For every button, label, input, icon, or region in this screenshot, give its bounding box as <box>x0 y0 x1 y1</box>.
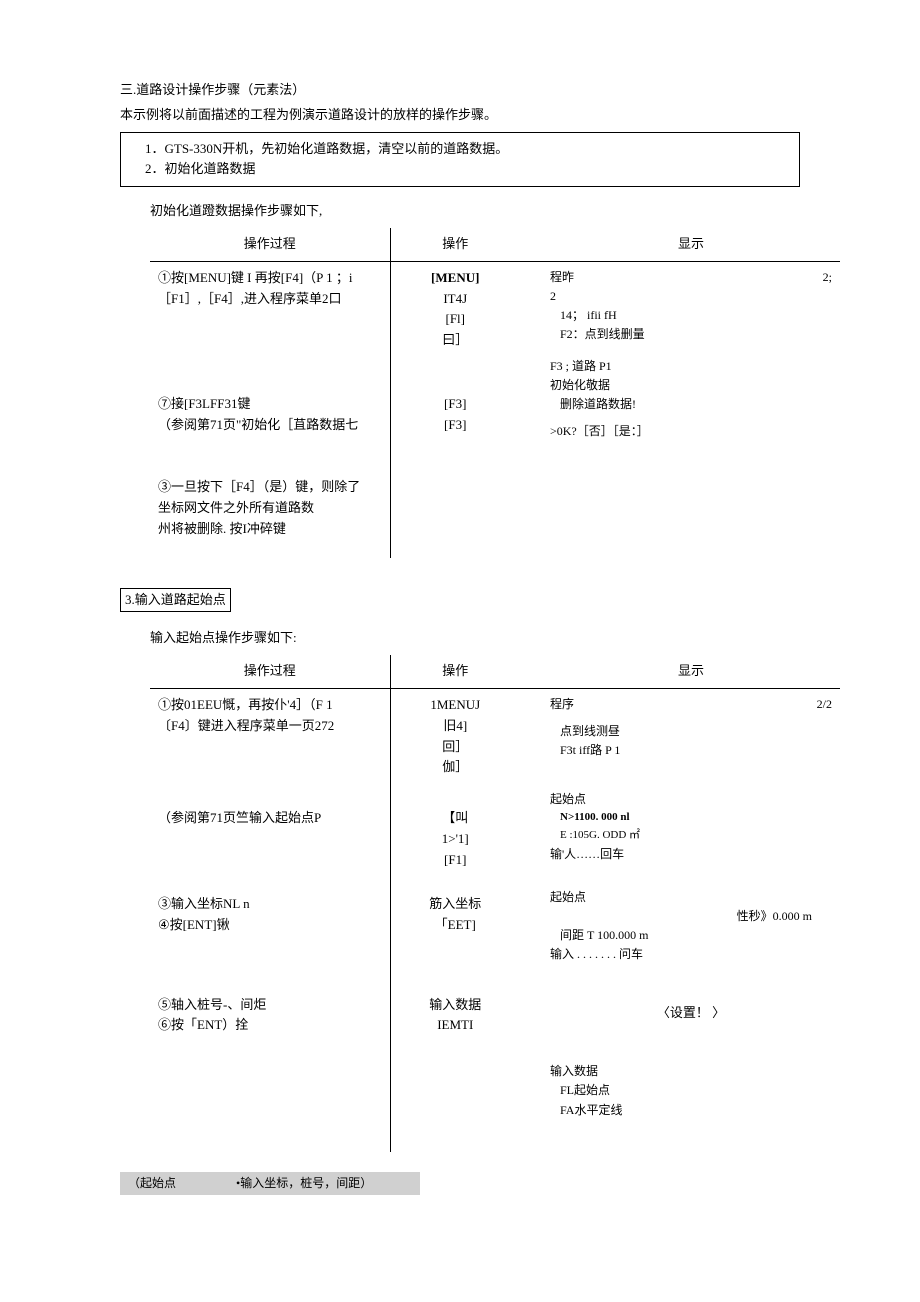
t2-r1-proc: ①按01EEU慨，再按仆'4］（F 1 〔F4〕键进入程序菜单一页272 <box>150 689 390 785</box>
section-3-box: 3.输入道路起始点 <box>120 588 231 613</box>
t1-r3-op <box>390 459 520 557</box>
t2-d5b: FL起始点 <box>560 1081 832 1100</box>
t2-r1-disp: 程序 2/2 点到线测昼 F3t iff路 P 1 <box>520 689 840 785</box>
t2-d1c: F3t iff路 P 1 <box>560 741 832 760</box>
t2-d3b: 性秒》0.000 m <box>560 907 832 926</box>
t2-d3a: 起始点 <box>550 888 832 907</box>
t2-r2-disp: 起始点 N>1100. 000 nl E :105G. ODD ㎡ 输'人……回… <box>520 784 840 882</box>
t2-d2b: N>1100. 000 nl <box>560 809 832 827</box>
t1-r2-op: [F3] [F3] <box>390 388 520 459</box>
t2-r3-op: 筋入坐标 「EET] <box>390 882 520 983</box>
t2-r2-op2: [F1] <box>399 850 513 871</box>
t2-d3c: 间距 T 100.000 m <box>560 926 832 945</box>
t2-d4a: 〈设置！ 〉 <box>550 1003 832 1024</box>
t1-d2a: F3 ; 道路 P1 <box>550 357 832 376</box>
t1-r1-disp: 程昨 2; 2 14； ifii fH F2：点到线删量 F3 ; 道路 P1 … <box>520 261 840 459</box>
t2-r1-op1: 旧4] <box>399 716 513 737</box>
t1-d1c: 14； ifii fH <box>560 306 832 325</box>
t2-d1a2: 2/2 <box>817 695 832 714</box>
section-heading: 三.道路设计操作步骤（元素法） <box>120 80 800 101</box>
t1-head-proc: 操作过程 <box>150 228 390 261</box>
t2-r3-op1: 「EET] <box>399 915 513 936</box>
t2-d5a: 输入数据 <box>550 1062 832 1081</box>
t2-r4-op: 输入数据 IEMTI <box>390 983 520 1043</box>
t1-d1a2: 2; <box>823 268 832 287</box>
t1-d2d: >0K?［否］［是：］ <box>550 422 832 441</box>
t1-r1-op0: [MENU] <box>399 268 513 289</box>
table-2: 操作过程 操作 显示 ①按01EEU慨，再按仆'4］（F 1 〔F4〕键进入程序… <box>150 655 840 1151</box>
t2-head-op: 操作 <box>390 655 520 688</box>
t2-r4-op0: 输入数据 <box>399 995 513 1016</box>
t1-r2-op0: [F3] <box>399 394 513 415</box>
t2-d1b: 点到线测昼 <box>560 722 832 741</box>
t2-r3-proc: ③输入坐标NL n ④按[ENT]锹 <box>150 882 390 983</box>
subtitle-1: 初始化道蹬数据操作步骤如下, <box>150 201 800 222</box>
t2-r2-op: 【叫 1>'1] [F1] <box>390 784 520 882</box>
t1-r1-op: [MENU] IT4J [Fl] 曰］ <box>390 261 520 388</box>
t1-r3-proc: ③一旦按下［F4］（是）键，则除了 坐标网文件之外所有道路数 州将被删除. 按I… <box>150 459 390 557</box>
t2-r3-disp: 起始点 性秒》0.000 m 间距 T 100.000 m 输入 . . . .… <box>520 882 840 983</box>
t1-r3-disp <box>520 459 840 557</box>
box1-line2: 2．初始化道路数据 <box>145 159 787 180</box>
t1-r1-proc: ①按[MENU]键 I 再按[F4]（P 1 ；i ［F1］,［F4］,进入程序… <box>150 261 390 388</box>
t2-r5-proc <box>150 1042 390 1152</box>
t1-d1b: 2 <box>550 287 832 306</box>
t2-head-proc: 操作过程 <box>150 655 390 688</box>
t2-r2-op1: 1>'1] <box>399 829 513 850</box>
intro-text: 本示例将以前面描述的工程为例演示道路设计的放样的操作步骤。 <box>120 105 800 126</box>
t2-head-disp: 显示 <box>520 655 840 688</box>
t1-r2-proc: ⑦接[F3LFF31键 （参阅第71页"初始化［苴路数据七 <box>150 388 390 459</box>
t2-r2-op0: 【叫 <box>399 808 513 829</box>
t2-r3-op0: 筋入坐标 <box>399 894 513 915</box>
t2-r1-op: 1MENUJ 旧4] 回］ 伽］ <box>390 689 520 785</box>
t2-r1-op2: 回］ <box>399 737 513 758</box>
subtitle-2: 输入起始点操作步骤如下: <box>150 628 800 649</box>
t1-head-op: 操作 <box>390 228 520 261</box>
t2-r5-disp: 输入数据 FL起始点 FA水平定线 <box>520 1042 840 1152</box>
table-1: 操作过程 操作 显示 ①按[MENU]键 I 再按[F4]（P 1 ；i ［F1… <box>150 228 840 558</box>
t1-r1-op3: 曰］ <box>399 330 513 351</box>
t2-d2c: E :105G. ODD ㎡ <box>560 827 832 845</box>
t1-head-disp: 显示 <box>520 228 840 261</box>
footer-strip: （起始点 •输入坐标，桩号，间距） <box>120 1172 420 1195</box>
t2-r4-proc: ⑤轴入桩号-、间炬 ⑥按「ENT）拴 <box>150 983 390 1043</box>
step-box-1: 1．GTS-330N开机，先初始化道路数据，清空以前的道路数据。 2．初始化道路… <box>120 132 800 188</box>
t1-d2c: 删除道路数据! <box>560 395 832 414</box>
t2-r2-proc: （参阅第71页竺输入起始点P <box>150 784 390 882</box>
t2-d2d: 输'人……回车 <box>550 845 832 864</box>
t1-d1d: F2：点到线删量 <box>560 325 832 344</box>
t2-d3d: 输入 . . . . . . . 问车 <box>550 945 832 964</box>
t1-r2-op1: [F3] <box>399 415 513 436</box>
t2-r1-op3: 伽］ <box>399 757 513 778</box>
t2-r1-op0: 1MENUJ <box>399 695 513 716</box>
t1-r1-op2: [Fl] <box>399 309 513 330</box>
t2-d1a: 程序 <box>550 695 574 714</box>
t2-r5-op <box>390 1042 520 1152</box>
t1-d2b: 初始化敬据 <box>550 376 832 395</box>
t2-r4-disp: 〈设置！ 〉 <box>520 983 840 1043</box>
t2-d5c: FA水平定线 <box>560 1101 832 1120</box>
t2-r4-op1: IEMTI <box>399 1015 513 1036</box>
box1-line1: 1．GTS-330N开机，先初始化道路数据，清空以前的道路数据。 <box>145 139 787 160</box>
t2-d2a: 起始点 <box>550 790 832 809</box>
t1-d1a: 程昨 <box>550 268 574 287</box>
t1-r1-op1: IT4J <box>399 289 513 310</box>
